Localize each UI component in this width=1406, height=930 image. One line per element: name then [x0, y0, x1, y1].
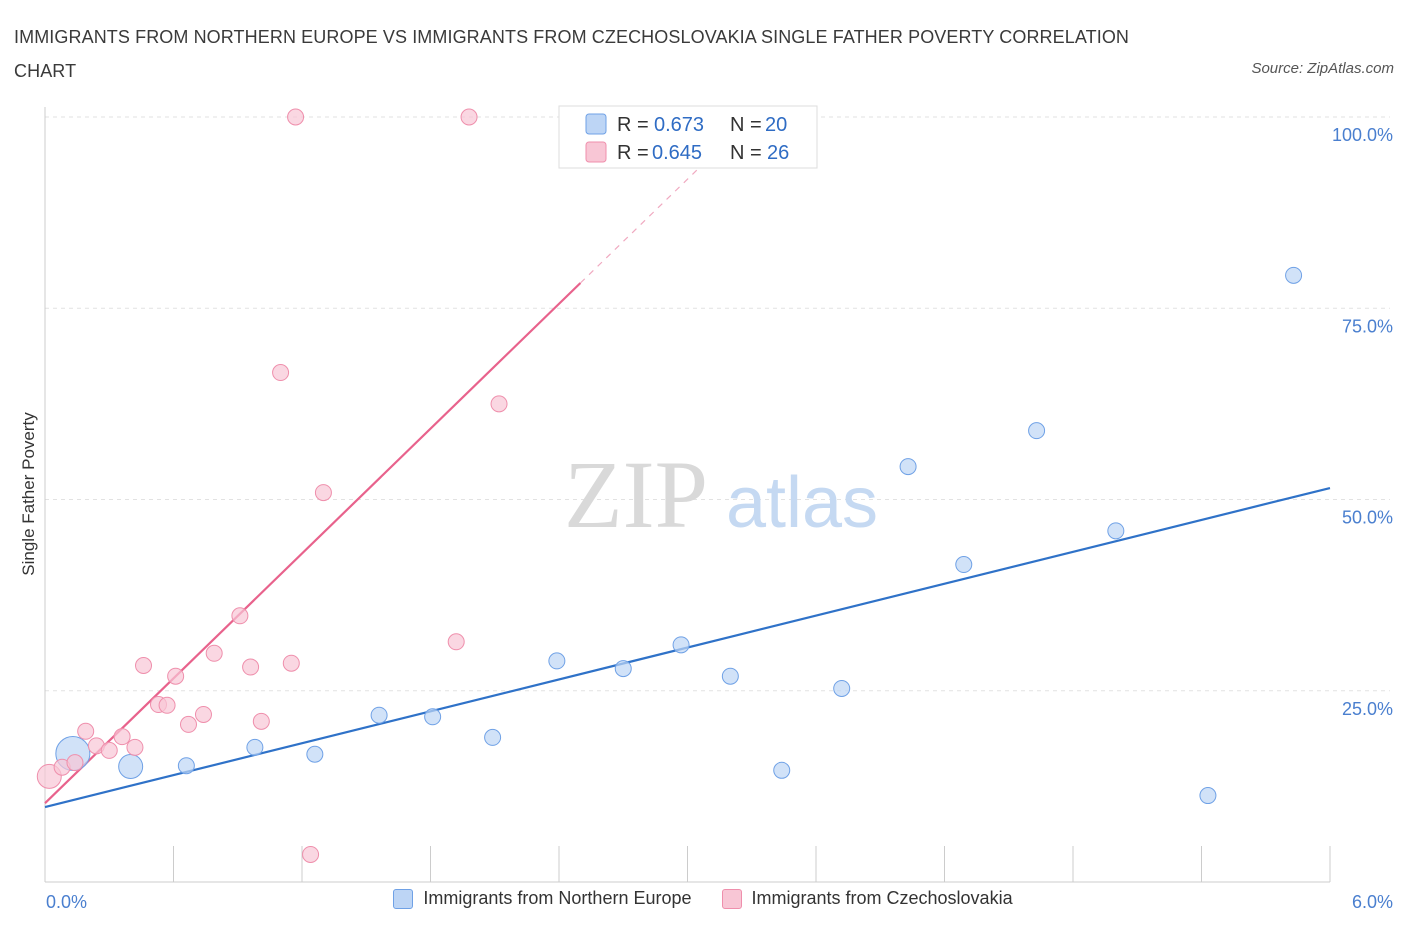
watermark: ZIP atlas: [564, 441, 878, 548]
legend-item-czechoslovakia: Immigrants from Czechoslovakia: [721, 888, 1013, 909]
data-point-northern-europe: [955, 556, 973, 574]
svg-text:N =: N =: [730, 142, 762, 164]
data-point-northern-europe: [773, 761, 791, 779]
data-point-czechoslovakia: [252, 712, 270, 730]
data-point-czechoslovakia: [158, 696, 176, 714]
y-tick-label: 50.0%: [1342, 508, 1393, 528]
data-point-czechoslovakia: [314, 484, 332, 502]
data-point-czechoslovakia: [179, 715, 197, 733]
data-point-northern-europe: [833, 679, 851, 697]
data-point-czechoslovakia: [113, 728, 131, 746]
data-point-czechoslovakia: [460, 108, 478, 126]
x-tick-label: 6.0%: [1352, 892, 1393, 912]
stats-legend: R = 0.673 N = 20 R = 0.645 N = 26: [558, 105, 818, 169]
data-point-czechoslovakia: [167, 667, 185, 685]
data-point-czechoslovakia: [302, 845, 320, 863]
data-point-czechoslovakia: [242, 658, 260, 676]
legend-swatch-northern-europe: [585, 113, 607, 135]
chart-title: IMMIGRANTS FROM NORTHERN EUROPE VS IMMIG…: [14, 27, 1130, 81]
data-point-northern-europe: [118, 753, 144, 779]
data-point-northern-europe: [1107, 522, 1125, 540]
y-tick-label: 100.0%: [1332, 125, 1393, 145]
legend-item-northern-europe: Immigrants from Northern Europe: [393, 888, 692, 909]
data-point-czechoslovakia: [447, 633, 465, 651]
y-tick-label: 25.0%: [1342, 699, 1393, 719]
svg-text:N =: N =: [730, 114, 762, 136]
axes: [44, 107, 1331, 883]
watermark-atlas: atlas: [726, 463, 878, 543]
data-point-czechoslovakia: [490, 395, 508, 413]
legend-swatch: [721, 888, 742, 909]
data-point-northern-europe: [548, 652, 566, 670]
data-point-northern-europe: [899, 458, 917, 476]
series-legend: Immigrants from Northern Europe Immigran…: [0, 888, 1406, 909]
data-point-czechoslovakia: [126, 738, 144, 756]
data-point-czechoslovakia: [135, 657, 153, 675]
y-tick-label: 75.0%: [1342, 316, 1393, 336]
legend-swatch: [393, 888, 414, 909]
legend-n-czechoslovakia: 26: [767, 142, 789, 164]
data-point-northern-europe: [177, 757, 195, 775]
data-point-northern-europe: [370, 706, 388, 724]
data-point-czechoslovakia: [272, 364, 290, 382]
data-point-northern-europe: [672, 636, 690, 654]
data-point-northern-europe: [246, 738, 264, 756]
data-point-northern-europe: [424, 708, 442, 726]
data-point-czechoslovakia: [100, 741, 118, 759]
legend-swatch-czechoslovakia: [585, 141, 607, 163]
watermark-zip: ZIP: [564, 441, 708, 548]
legend-label: Immigrants from Czechoslovakia: [751, 888, 1013, 908]
data-point-czechoslovakia: [194, 705, 212, 723]
trend-line-czechoslovakia: [44, 282, 582, 804]
data-point-czechoslovakia: [77, 722, 95, 740]
data-point-northern-europe: [1199, 787, 1217, 805]
grid-lines: [45, 116, 1390, 692]
source-credit: Source: ZipAtlas.com: [1251, 60, 1394, 77]
data-point-northern-europe: [306, 745, 324, 763]
data-point-northern-europe: [721, 667, 739, 685]
tick-labels: 25.0% 50.0% 75.0% 100.0% 0.0% 6.0%: [46, 125, 1393, 912]
x-tick-label: 0.0%: [46, 892, 87, 912]
data-point-czechoslovakia: [231, 607, 249, 625]
legend-r-czechoslovakia: 0.645: [652, 142, 702, 164]
data-point-northern-europe: [1028, 422, 1046, 440]
data-point-northern-europe: [614, 660, 632, 678]
legend-n-northern-europe: 20: [765, 114, 787, 136]
data-point-czechoslovakia: [287, 108, 305, 126]
data-point-czechoslovakia: [205, 644, 223, 662]
legend-r-northern-europe: 0.673: [654, 114, 704, 136]
y-axis-label: Single Father Poverty: [19, 412, 38, 576]
svg-text:R =: R =: [617, 142, 649, 164]
data-point-northern-europe: [1285, 266, 1303, 284]
data-point-czechoslovakia: [282, 654, 300, 672]
legend-label: Immigrants from Northern Europe: [423, 888, 692, 908]
data-point-northern-europe: [484, 728, 502, 746]
data-points: [36, 108, 1303, 863]
svg-text:R =: R =: [617, 114, 649, 136]
data-point-czechoslovakia: [66, 754, 84, 772]
